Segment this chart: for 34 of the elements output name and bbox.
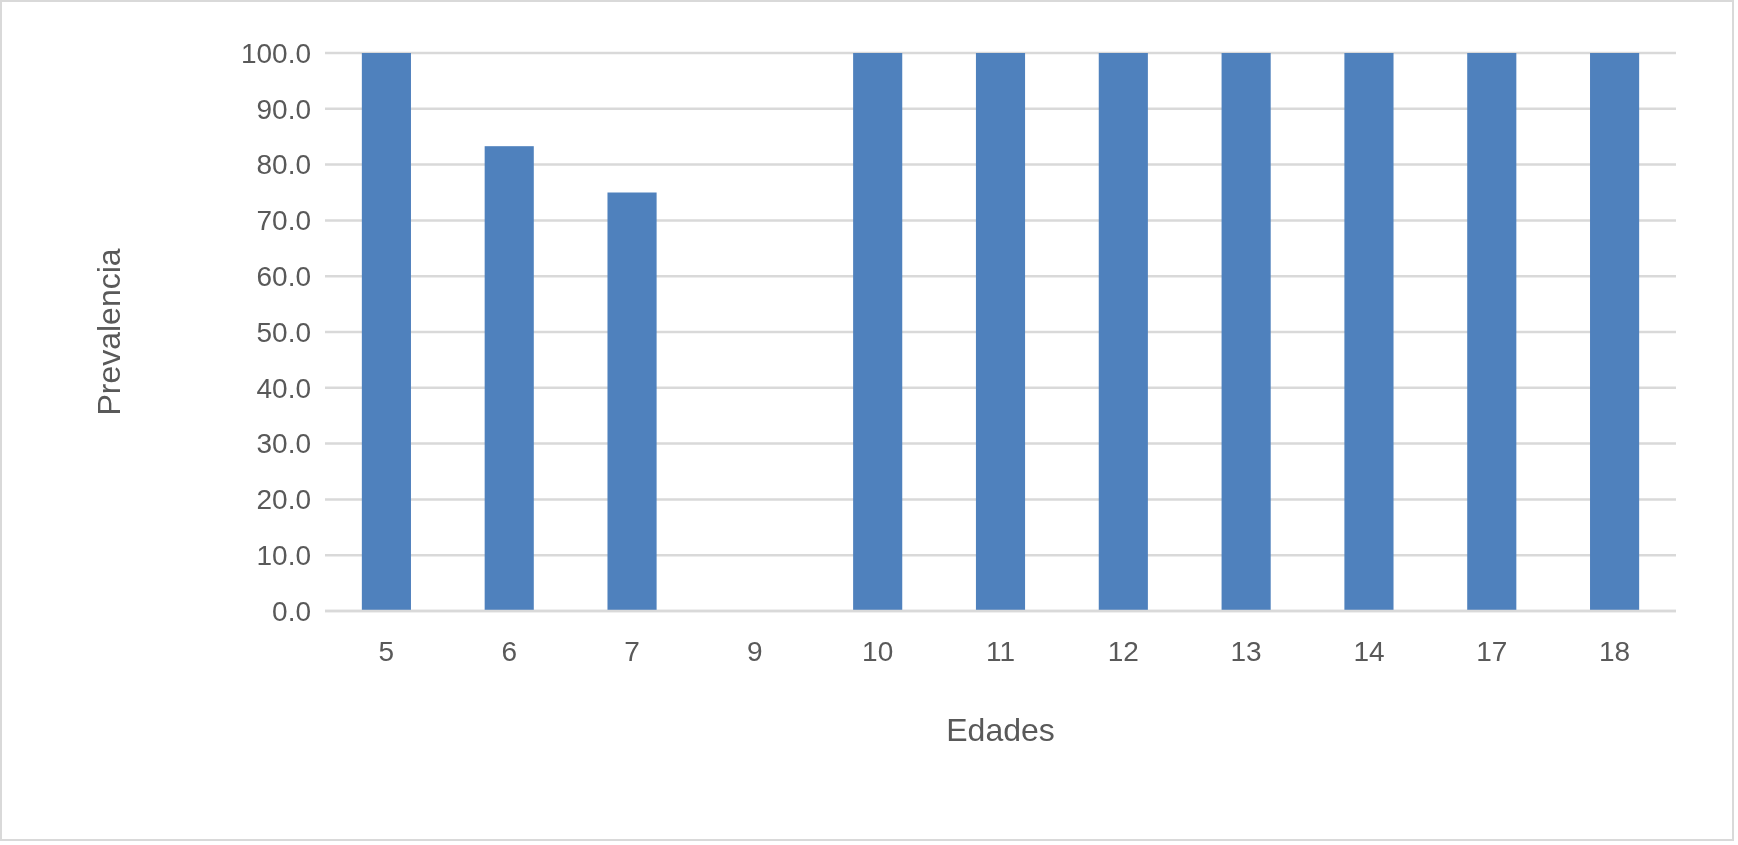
bar — [361, 53, 411, 611]
bar — [1590, 53, 1640, 611]
y-tick-label: 40.0 — [256, 372, 311, 404]
x-tick-label: 7 — [624, 636, 640, 667]
bar — [1344, 53, 1394, 611]
x-tick-label: 17 — [1476, 636, 1508, 667]
x-tick-label: 12 — [1107, 636, 1139, 667]
x-tick-label: 10 — [862, 636, 894, 667]
y-tick-label: 70.0 — [256, 205, 311, 237]
y-axis-title: Prevalencia — [91, 248, 127, 416]
bar — [853, 53, 903, 611]
y-tick-label: 30.0 — [256, 428, 311, 460]
x-tick-label: 14 — [1353, 636, 1385, 667]
y-tick-label: 20.0 — [256, 484, 311, 516]
bar — [484, 146, 534, 611]
x-tick-label: 11 — [985, 636, 1016, 667]
bar — [975, 53, 1026, 611]
bar — [1221, 53, 1271, 611]
y-tick-label: 60.0 — [256, 261, 311, 292]
x-tick-label: 5 — [378, 636, 395, 667]
y-tick-label: 90.0 — [256, 93, 311, 125]
y-tick-label: 100.0 — [240, 37, 311, 69]
bar — [1098, 53, 1148, 611]
y-tick-label: 80.0 — [256, 149, 311, 181]
x-axis-title: Edades — [946, 712, 1055, 748]
bar — [1467, 53, 1517, 611]
y-tick-label: 0.0 — [272, 595, 311, 627]
x-tick-label: 13 — [1230, 636, 1262, 667]
x-tick-label: 9 — [747, 636, 763, 667]
y-tick-label: 10.0 — [256, 540, 311, 571]
x-tick-label: 6 — [501, 636, 518, 667]
y-tick-label: 50.0 — [256, 316, 311, 348]
x-tick-label: 18 — [1599, 636, 1631, 667]
bar — [607, 192, 657, 611]
